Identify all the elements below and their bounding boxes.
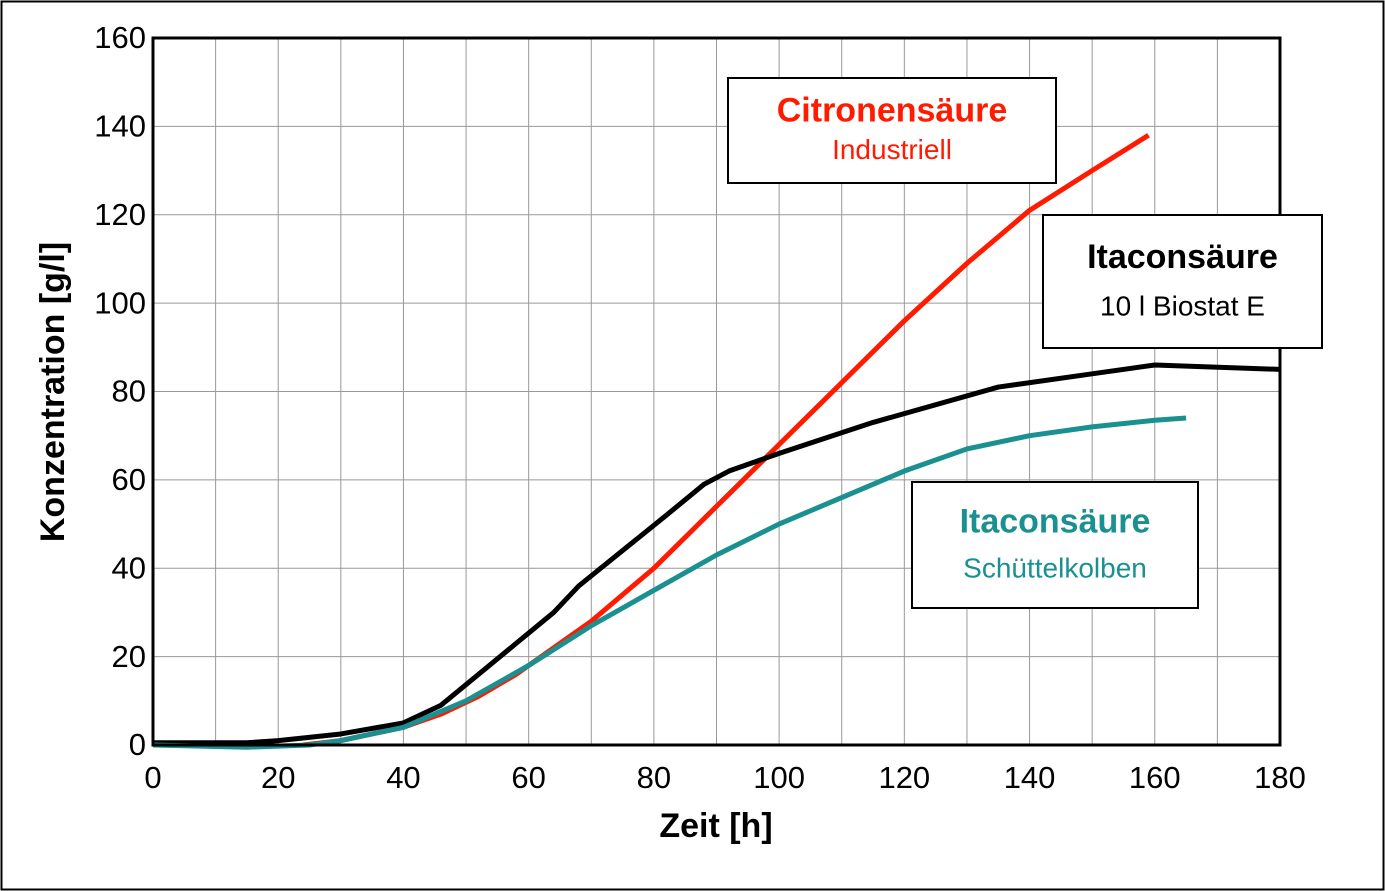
x-tick-label: 100 (753, 760, 805, 795)
y-tick-label: 100 (94, 285, 146, 320)
y-tick-label: 140 (94, 109, 146, 144)
x-tick-label: 60 (511, 760, 545, 795)
series-name: Itaconsäure (1087, 238, 1278, 276)
y-tick-label: 60 (112, 462, 146, 497)
x-tick-label: 140 (1004, 760, 1056, 795)
y-tick-label: 80 (112, 374, 146, 409)
series-subtitle: Schüttelkolben (963, 553, 1147, 584)
plot-border (151, 36, 1282, 747)
y-tick-label: 20 (112, 639, 146, 674)
series-subtitle: Industriell (832, 134, 952, 165)
label-box (727, 77, 1057, 184)
x-tick-label: 0 (144, 760, 161, 795)
y-axis-label: Konzentration [g/l] (34, 242, 72, 542)
y-tick-label: 120 (94, 197, 146, 232)
line (153, 362, 1281, 746)
series-name: Citronensäure (777, 92, 1008, 130)
y-tick-label: 160 (94, 20, 146, 55)
label-box (1042, 214, 1323, 349)
x-tick-label: 40 (386, 760, 420, 795)
line (152, 415, 1187, 750)
x-tick-label: 180 (1254, 760, 1306, 795)
x-tick-label: 80 (637, 760, 671, 795)
x-tick-label: 160 (1129, 760, 1181, 795)
label-box (911, 481, 1199, 609)
series-subtitle: 10 l Biostat E (1100, 290, 1265, 321)
series-name: Itaconsäure (960, 503, 1151, 541)
y-tick-label: 40 (112, 550, 146, 585)
y-tick-label: 0 (129, 727, 146, 762)
x-tick-label: 20 (261, 760, 295, 795)
x-axis-label: Zeit [h] (659, 807, 772, 845)
x-tick-label: 120 (878, 760, 930, 795)
